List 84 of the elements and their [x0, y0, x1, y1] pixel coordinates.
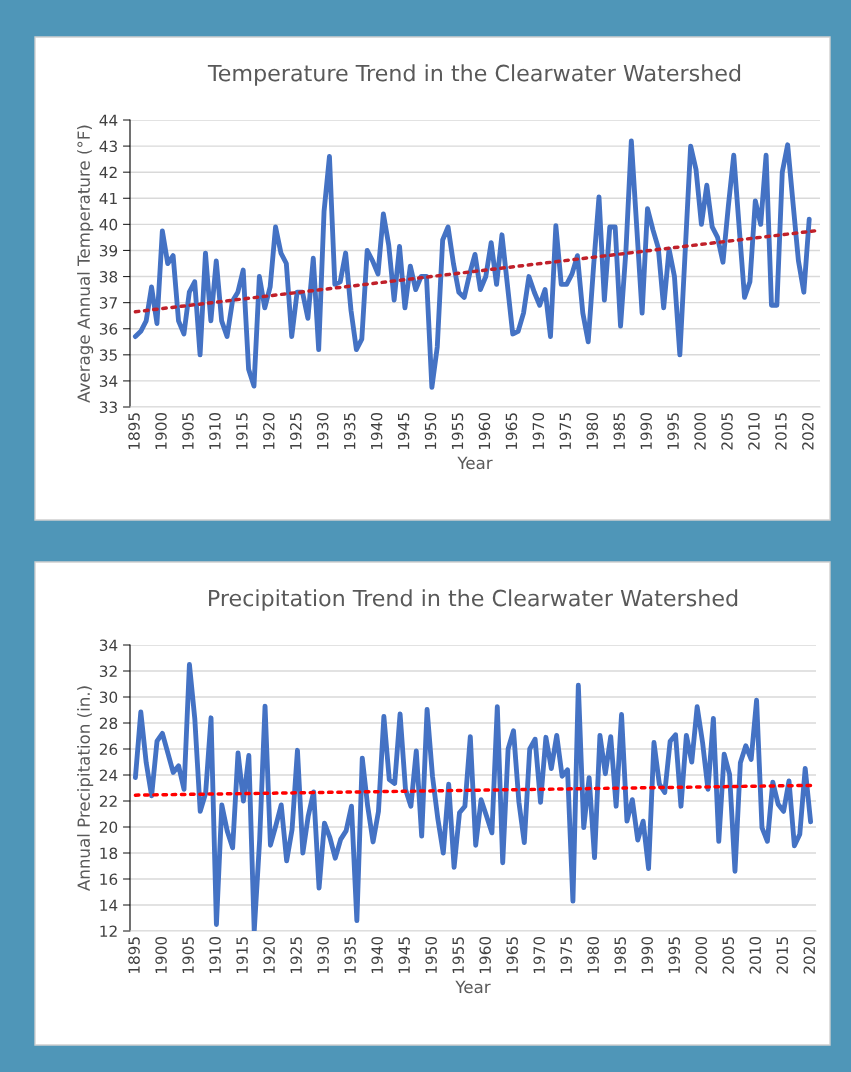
- x-tick-label: 1910: [209, 412, 221, 450]
- x-tick-label: 1980: [587, 936, 599, 974]
- y-tick-label: 37: [99, 297, 117, 309]
- y-tick-label: 36: [99, 323, 118, 335]
- x-tick-label: 1915: [236, 413, 248, 450]
- x-tick-label: 1900: [155, 936, 167, 974]
- x-tick-label: 1910: [209, 936, 221, 974]
- x-tick-label: 1990: [640, 412, 652, 450]
- x-tick-label: 2015: [775, 413, 787, 450]
- x-tick-label: 1895: [128, 413, 140, 450]
- x-tick-label: 2020: [803, 936, 816, 974]
- x-tick-label: 1920: [263, 412, 275, 450]
- y-tick-label: 20: [99, 821, 118, 834]
- x-tick-label: 1940: [371, 936, 383, 974]
- x-tick-label: 1935: [344, 937, 356, 974]
- x-tick-label: 1905: [182, 937, 194, 974]
- y-tick-label: 28: [99, 717, 118, 730]
- x-tick-label: 2015: [776, 937, 789, 974]
- y-axis-title: Average Annual Temperature (°F): [77, 125, 94, 403]
- chart-title: Precipitation Trend in the Clearwater Watershed: [209, 589, 738, 611]
- y-tick-label: 39: [99, 244, 118, 257]
- x-tick-label: 2010: [748, 412, 760, 450]
- y-tick-label: 40: [99, 218, 118, 231]
- x-axis-title: Year: [457, 456, 493, 470]
- x-tick-label: 1950: [424, 412, 437, 450]
- x-tick-label: 1985: [614, 937, 626, 974]
- y-tick-label: 33: [99, 401, 117, 414]
- x-tick-label: 2000: [695, 936, 707, 974]
- x-tick-label: 2005: [721, 413, 733, 450]
- x-tick-label: 2020: [802, 412, 814, 450]
- x-axis-title: Year: [455, 980, 491, 994]
- x-tick-label: 1990: [641, 936, 653, 974]
- x-tick-label: 1935: [343, 413, 356, 450]
- x-tick-label: 1900: [155, 412, 167, 450]
- y-tick-label: 42: [99, 166, 117, 178]
- x-tick-label: 1970: [532, 412, 545, 450]
- x-tick-label: 1995: [667, 413, 679, 450]
- x-tick-label: 1955: [451, 413, 464, 450]
- x-tick-label: 1975: [560, 937, 572, 974]
- y-tick-label: 44: [99, 114, 118, 126]
- x-tick-label: 1925: [289, 413, 302, 450]
- y-tick-label: 18: [100, 847, 118, 860]
- x-tick-label: 1925: [290, 937, 302, 974]
- x-tick-label: 1975: [559, 413, 572, 450]
- y-tick-label: 30: [99, 691, 118, 704]
- x-tick-label: 1970: [533, 936, 545, 974]
- x-tick-label: 2000: [694, 412, 706, 450]
- x-tick-label: 1995: [668, 937, 680, 974]
- x-tick-label: 1895: [128, 937, 140, 974]
- y-tick-label: 34: [99, 639, 118, 652]
- x-tick-label: 1965: [505, 413, 518, 450]
- y-tick-label: 35: [99, 349, 117, 361]
- y-tick-label: 41: [99, 192, 117, 205]
- x-tick-label: 1930: [316, 412, 329, 450]
- line-series: [132, 138, 812, 390]
- x-tick-label: 1985: [613, 413, 625, 450]
- x-tick-label: 1940: [370, 412, 383, 450]
- y-tick-label: 22: [99, 795, 117, 807]
- x-tick-label: 1955: [452, 937, 464, 974]
- x-tick-label: 1920: [263, 936, 275, 974]
- y-tick-label: 26: [99, 743, 118, 756]
- y-tick-label: 43: [99, 140, 117, 153]
- x-tick-label: 1960: [479, 936, 491, 974]
- line-series: [132, 662, 814, 931]
- y-tick-label: 38: [99, 271, 118, 283]
- x-tick-label: 1950: [425, 936, 437, 974]
- y-tick-label: 14: [100, 899, 118, 911]
- x-tick-label: 2005: [722, 937, 735, 974]
- y-tick-label: 34: [99, 375, 118, 387]
- x-tick-label: 1980: [586, 412, 599, 450]
- x-tick-label: 1905: [182, 413, 194, 450]
- y-axis-title: Annual Precipitation (in.): [77, 686, 94, 891]
- x-tick-label: 1965: [506, 937, 518, 974]
- x-tick-label: 1945: [398, 937, 410, 974]
- x-tick-label: 1915: [236, 937, 248, 974]
- y-tick-label: 32: [99, 665, 117, 678]
- y-tick-label: 12: [100, 925, 117, 937]
- chart-title: Temperature Trend in the Clearwater Watershed: [207, 64, 741, 86]
- y-tick-label: 16: [100, 873, 118, 886]
- x-tick-label: 1930: [317, 936, 329, 974]
- x-tick-label: 1960: [478, 412, 491, 450]
- y-tick-label: 24: [99, 769, 118, 781]
- x-tick-label: 1945: [397, 413, 410, 450]
- x-tick-label: 2010: [749, 936, 762, 974]
